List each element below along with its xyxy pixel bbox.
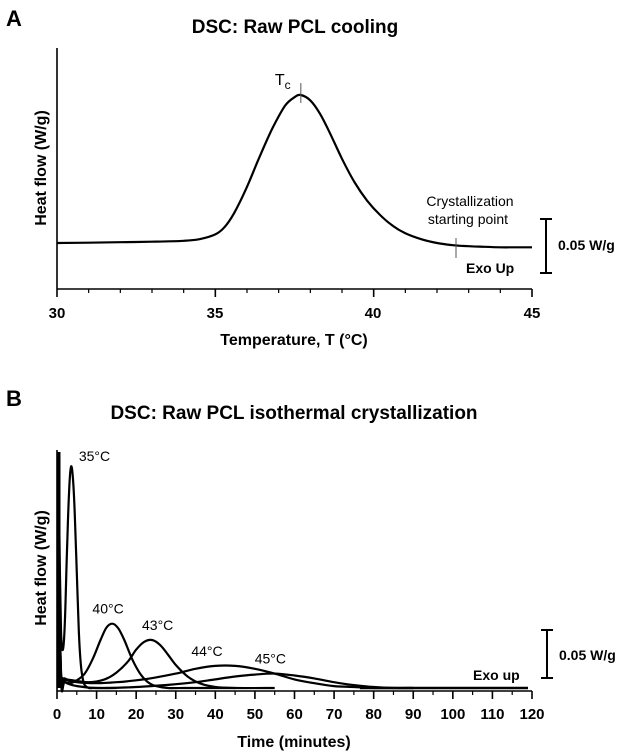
chart-a-scale-bar	[540, 218, 552, 274]
chart-a-peak-label: Tc	[275, 72, 291, 92]
panel-letter-a: A	[6, 6, 22, 31]
chart-b-tick-labels: 0 10 20 30 40 50 60 70 80 90 100 110 120	[53, 706, 545, 723]
chart-b-x-tick-label: 0	[53, 706, 61, 723]
chart-b-series-line	[57, 495, 275, 690]
chart-b-x-tick-label: 40	[207, 706, 224, 723]
chart-b-series-label: 44°C	[191, 643, 222, 659]
chart-a-x-tick-label: 35	[207, 305, 224, 322]
chart-b-x-tick-label: 60	[286, 706, 303, 723]
chart-b-series-label: 43°C	[142, 617, 173, 633]
chart-b-x-axis-label: Time (minutes)	[237, 734, 351, 751]
chart-b-x-tick-label: 70	[326, 706, 343, 723]
chart-b-scale-bar	[541, 629, 553, 679]
chart-a-x-tick-label: 40	[365, 305, 382, 322]
chart-a-start-label-line1: Crystallization	[426, 193, 513, 209]
chart-a-y-axis-label: Heat flow (W/g)	[33, 110, 50, 226]
chart-b-series-line	[57, 495, 414, 693]
chart-b-scale-label: 0.05 W/g	[559, 647, 616, 663]
chart-a-x-tick-label: 45	[524, 305, 541, 322]
chart-a-minor-ticks	[88, 289, 501, 293]
chart-a-exo-label: Exo Up	[466, 260, 514, 276]
chart-a-series-line	[56, 93, 532, 249]
chart-b-x-tick-label: 90	[405, 706, 422, 723]
chart-b-x-tick-label: 120	[519, 706, 544, 723]
chart-b-series-label: 35°C	[79, 448, 110, 464]
chart-b-series-line	[57, 451, 117, 690]
chart-a-major-ticks	[56, 289, 533, 297]
chart-b-x-tick-label: 20	[128, 706, 145, 723]
chart-b-x-tick-label: 50	[247, 706, 264, 723]
chart-a-x-axis-label: Temperature, T (°C)	[220, 332, 367, 349]
chart-b-y-axis-label: Heat flow (W/g)	[33, 510, 50, 626]
panel-letter-b: B	[6, 386, 22, 411]
chart-b-series-label: 45°C	[255, 651, 286, 667]
chart-b-series-labels: 35°C 40°C 43°C 44°C 45°C	[79, 448, 286, 666]
chart-a-title: DSC: Raw PCL cooling	[192, 17, 399, 38]
chart-b-x-tick-label: 30	[167, 706, 184, 723]
chart-a-x-tick-label: 30	[49, 305, 66, 322]
chart-b-series-group	[57, 451, 414, 693]
chart-b-x-tick-label: 110	[480, 706, 504, 723]
chart-b-x-tick-label: 100	[440, 706, 465, 723]
chart-b-exo-label: Exo up	[473, 667, 520, 683]
chart-a-scale-label: 0.05 W/g	[558, 237, 615, 253]
chart-b-title: DSC: Raw PCL isothermal crystallization	[110, 403, 477, 424]
chart-b-x-tick-label: 10	[88, 706, 105, 723]
chart-b-series-label: 40°C	[92, 601, 123, 617]
chart-b-x-tick-label: 80	[365, 706, 382, 723]
chart-b-series-line	[57, 495, 414, 690]
chart-b-ticks	[56, 691, 533, 699]
chart-a-start-label-line2: starting point	[428, 211, 508, 227]
